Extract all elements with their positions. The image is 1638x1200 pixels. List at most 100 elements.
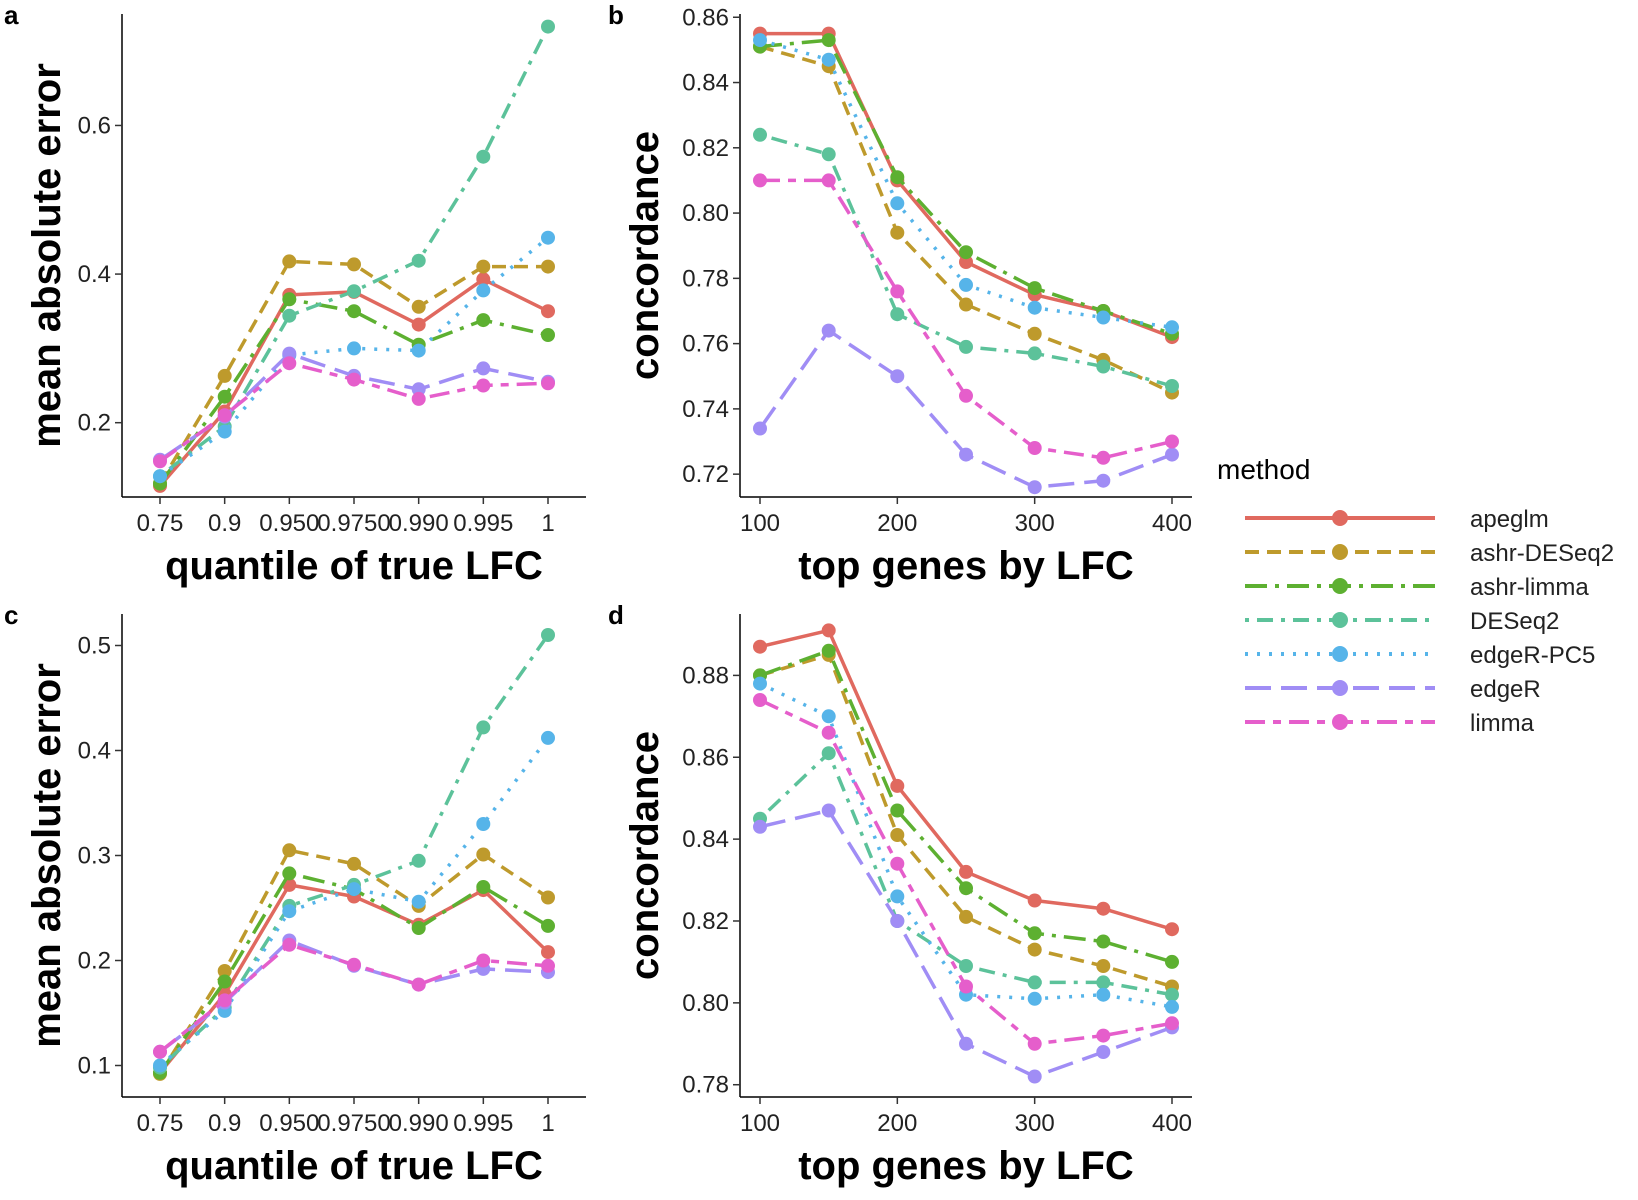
data-point-ashr-limma xyxy=(959,245,973,260)
data-point-edger xyxy=(1096,473,1111,488)
series-apeglm xyxy=(153,877,555,1080)
data-point-edger-pc5 xyxy=(217,424,232,439)
data-point-ashr-deseq2 xyxy=(541,259,555,274)
data-point-limma xyxy=(153,454,167,469)
y-tick-label: 0.84 xyxy=(682,826,729,853)
data-point-apeglm xyxy=(753,639,767,654)
data-point-limma xyxy=(890,856,905,871)
x-tick-label: 100 xyxy=(740,1110,780,1137)
data-point-ashr-deseq2 xyxy=(959,297,973,312)
series-line-edger-pc5 xyxy=(159,236,550,478)
x-tick-label: 0.990 xyxy=(389,510,449,537)
panel-letter-c: c xyxy=(4,600,18,630)
data-point-ashr-deseq2 xyxy=(217,368,232,383)
data-point-edger xyxy=(282,346,297,361)
y-tick-label: 0.72 xyxy=(682,461,729,488)
data-point-limma xyxy=(541,376,555,391)
data-point-apeglm xyxy=(821,623,836,638)
data-point-edger-pc5 xyxy=(1027,300,1042,315)
data-point-ashr-deseq2 xyxy=(890,225,905,240)
data-point-edger xyxy=(411,382,426,397)
data-point-edger-pc5 xyxy=(1165,999,1179,1014)
data-point-ashr-limma xyxy=(959,881,973,896)
data-point-deseq2 xyxy=(411,253,426,268)
data-point-apeglm xyxy=(541,945,555,960)
data-point-limma xyxy=(282,356,297,371)
y-tick-label: 0.86 xyxy=(682,744,729,771)
y-tick-label: 0.88 xyxy=(682,662,729,689)
data-point-limma xyxy=(821,173,836,188)
data-point-ashr-deseq2 xyxy=(217,964,232,978)
data-point-ashr-limma xyxy=(282,292,297,307)
data-point-ashr-limma xyxy=(890,170,905,185)
data-point-limma xyxy=(890,284,905,299)
data-point-ashr-limma xyxy=(411,921,426,935)
data-point-deseq2 xyxy=(1096,359,1111,374)
data-point-edger-pc5 xyxy=(476,817,491,831)
x-tick-label: 1 xyxy=(541,510,554,537)
data-point-limma xyxy=(347,372,361,387)
data-point-apeglm xyxy=(1165,922,1179,937)
x-tick-label: 0.950 xyxy=(259,1110,319,1137)
data-point-limma xyxy=(821,725,836,740)
data-point-deseq2 xyxy=(959,959,973,973)
data-point-ashr-deseq2 xyxy=(282,254,297,269)
data-point-ashr-limma xyxy=(476,880,491,894)
data-point-deseq2 xyxy=(1027,975,1042,990)
y-tick-label: 0.2 xyxy=(78,948,111,975)
x-tick-label: 200 xyxy=(877,510,917,537)
data-point-ashr-limma xyxy=(217,389,232,404)
x-tick-label: 1 xyxy=(541,1110,554,1137)
data-point-edger-pc5 xyxy=(1027,991,1042,1006)
legend-key-point xyxy=(1332,510,1348,526)
data-point-edger-pc5 xyxy=(347,882,361,897)
x-tick-label: 200 xyxy=(877,1110,917,1137)
x-tick-label: 300 xyxy=(1015,510,1055,537)
x-tick-label: 0.995 xyxy=(453,510,513,537)
y-tick-label: 0.2 xyxy=(78,410,111,437)
series-limma xyxy=(753,693,1179,1051)
data-point-ashr-limma xyxy=(347,304,361,319)
data-point-deseq2 xyxy=(821,746,836,761)
x-tick-label: 0.9750 xyxy=(317,1110,390,1137)
data-point-ashr-limma xyxy=(217,974,232,989)
data-point-deseq2 xyxy=(1165,987,1179,1002)
data-point-ashr-deseq2 xyxy=(282,843,297,858)
data-point-edger-pc5 xyxy=(1165,320,1179,335)
data-point-edger xyxy=(1165,447,1179,462)
data-point-edger xyxy=(821,803,836,818)
data-point-limma xyxy=(411,391,426,406)
data-point-edger-pc5 xyxy=(1096,987,1111,1002)
legend-item-ashr-limma: ashr-limma xyxy=(1245,574,1589,601)
x-axis-title: top genes by LFC xyxy=(798,1144,1134,1188)
series-line-deseq2 xyxy=(158,25,550,478)
data-point-ashr-limma xyxy=(821,33,836,48)
data-point-limma xyxy=(1165,1016,1179,1031)
data-point-deseq2 xyxy=(476,720,491,735)
data-point-ashr-deseq2 xyxy=(411,299,426,314)
panel-b: b 0.72 0.74 0.76 0.78 0.80 0.82 0.84 0.86 100 200 3… xyxy=(608,0,1192,588)
data-point-limma xyxy=(411,977,426,992)
data-point-limma xyxy=(959,979,973,994)
series-ashr-deseq2 xyxy=(753,647,1179,994)
data-point-ashr-deseq2 xyxy=(1096,959,1111,973)
data-point-deseq2 xyxy=(282,308,297,323)
legend-key-point xyxy=(1332,680,1348,696)
data-point-edger-pc5 xyxy=(411,894,426,909)
y-axis-title: mean absolute error xyxy=(25,63,69,448)
series-apeglm xyxy=(753,623,1179,937)
legend-item-edger-pc5: edgeR-PC5 xyxy=(1245,642,1595,669)
data-point-edger xyxy=(890,369,905,384)
data-point-limma xyxy=(1165,434,1179,449)
data-point-edger xyxy=(821,323,836,338)
data-point-limma xyxy=(541,958,555,973)
panel-letter-a: a xyxy=(4,0,19,30)
data-point-edger xyxy=(959,1036,973,1051)
series-limma xyxy=(153,937,555,1059)
data-point-limma xyxy=(217,993,232,1008)
legend-label: DESeq2 xyxy=(1470,608,1559,635)
series-edger xyxy=(153,346,555,467)
data-point-limma xyxy=(347,957,361,972)
series-edger-pc5 xyxy=(753,676,1179,1014)
